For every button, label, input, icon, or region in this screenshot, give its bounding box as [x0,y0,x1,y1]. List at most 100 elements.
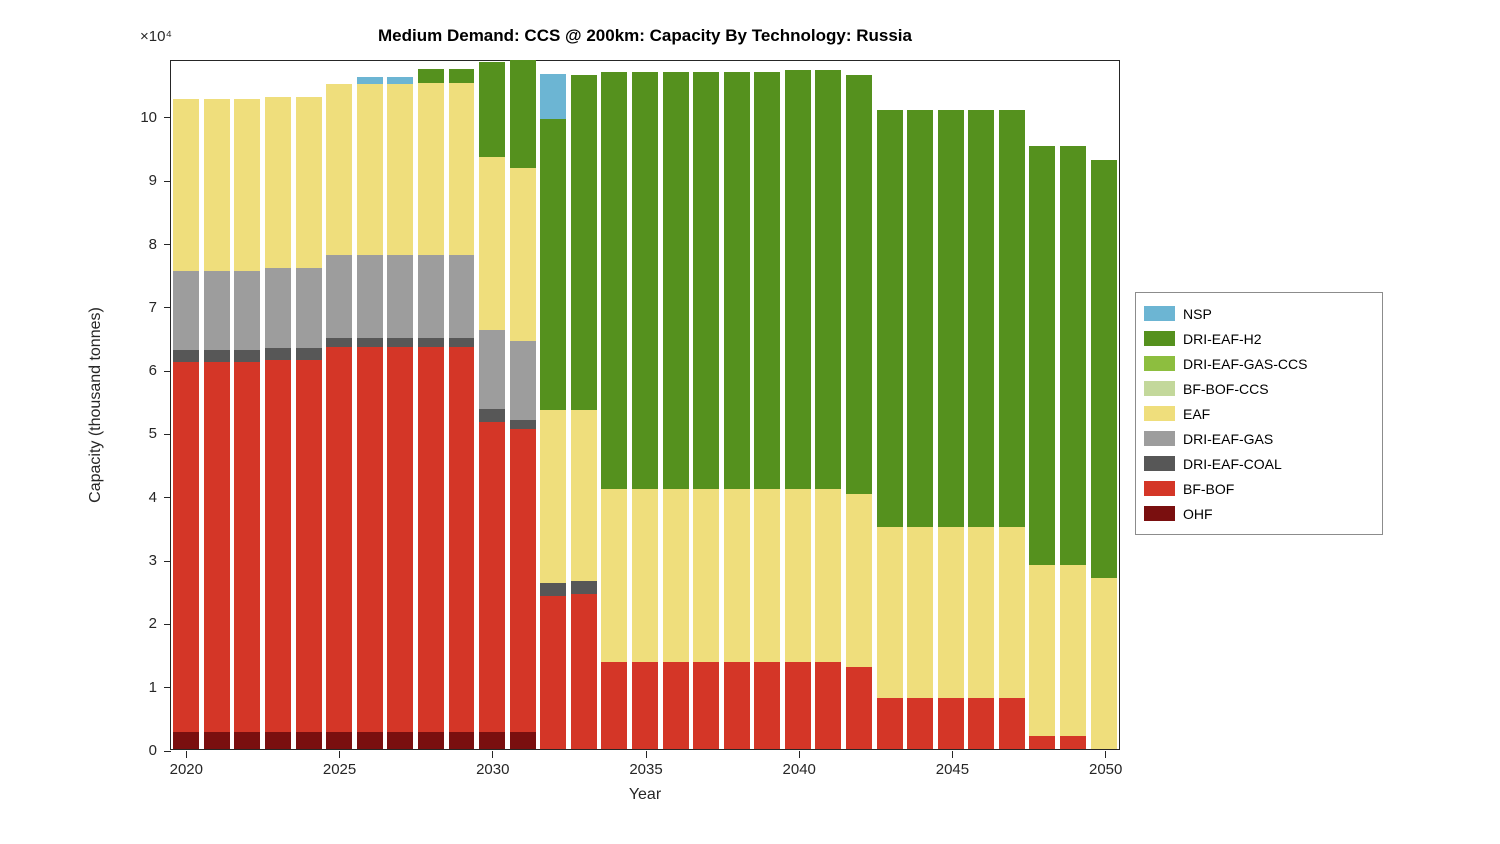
x-tick-label-2020: 2020 [169,761,203,778]
y-tick-mark [164,750,171,752]
bar-2023 [265,97,292,749]
segment-DRI-EAF-H2-2038 [723,71,750,490]
segment-EAF-2027 [387,84,414,256]
segment-BF-BOF-2030 [479,421,506,732]
bar-slot-2020 [171,61,202,749]
segment-BF-BOF-2047 [998,698,1025,749]
segment-BF-BOF-2048 [1029,736,1056,749]
x-tick-label-2040: 2040 [782,761,816,778]
bar-2037 [693,71,720,749]
segment-EAF-2029 [448,83,475,256]
legend-swatch-DRI-EAF-GAS-CCS [1144,356,1175,371]
legend-label-EAF: EAF [1183,405,1211,422]
segment-EAF-2044 [907,527,934,699]
segment-BF-BOF-2041 [815,661,842,749]
segment-DRI-EAF-GAS-2022 [234,271,261,351]
bar-2036 [662,71,689,749]
legend-label-DRI-EAF-GAS-CCS: DRI-EAF-GAS-CCS [1183,355,1308,372]
bar-slot-2029 [446,61,477,749]
bar-slot-2035 [630,61,661,749]
segment-DRI-EAF-H2-2044 [907,109,934,528]
bar-slot-2048 [1027,61,1058,749]
segment-DRI-EAF-COAL-2021 [203,350,230,362]
x-axis-label: Year [628,786,662,803]
segment-DRI-EAF-GAS-2023 [265,267,292,349]
bar-2031 [509,60,536,749]
segment-BF-BOF-2029 [448,347,475,732]
bar-2034 [601,71,628,749]
y-tick-mark [164,370,171,372]
x-tick-label-2045: 2045 [935,761,970,778]
y-tick-mark [164,687,171,689]
segment-DRI-EAF-COAL-2032 [540,583,567,596]
bar-2045 [937,109,964,749]
bar-2049 [1060,146,1087,749]
legend-entry-DRI-EAF-H2: DRI-EAF-H2 [1144,326,1370,351]
segment-BF-BOF-2038 [723,661,750,749]
segment-BF-BOF-2043 [876,698,903,749]
segment-OHF-2026 [356,731,383,749]
segment-BF-BOF-2049 [1060,736,1087,749]
segment-OHF-2024 [295,731,322,749]
bar-2033 [570,74,597,749]
y-tick-label-8: 8 [148,235,157,253]
bar-slot-2045 [935,61,966,749]
bar-2044 [907,109,934,749]
segment-EAF-2037 [693,489,720,662]
legend-swatch-NSP [1144,306,1175,321]
bar-2021 [203,98,230,749]
bar-slot-2022 [232,61,263,749]
y-tick-label-10: 10 [140,108,157,126]
segment-EAF-2021 [203,98,230,272]
bar-slot-2024 [293,61,324,749]
x-tick-label-2035: 2035 [629,761,663,778]
segment-BF-BOF-2023 [265,359,292,732]
segment-NSP-2026 [356,76,383,85]
y-tick-mark [164,433,171,435]
bar-slot-2044 [905,61,936,749]
segment-DRI-EAF-H2-2043 [876,109,903,528]
segment-DRI-EAF-H2-2034 [601,71,628,490]
segment-DRI-EAF-COAL-2025 [326,337,353,348]
segment-BF-BOF-2031 [509,429,536,732]
segment-OHF-2031 [509,731,536,749]
segment-DRI-EAF-GAS-2031 [509,340,536,420]
y-tick-label-5: 5 [148,425,157,443]
x-tick-mark [798,751,800,758]
segment-OHF-2028 [417,731,444,749]
segment-DRI-EAF-H2-2029 [448,69,475,84]
segment-DRI-EAF-COAL-2033 [570,581,597,594]
y-tick-mark [164,560,171,562]
segment-EAF-2034 [601,489,628,662]
segment-BF-BOF-2036 [662,661,689,749]
segment-DRI-EAF-COAL-2023 [265,348,292,360]
segment-DRI-EAF-H2-2050 [1090,160,1117,579]
segment-DRI-EAF-GAS-2029 [448,255,475,338]
segment-BF-BOF-2025 [326,347,353,732]
segment-EAF-2048 [1029,565,1056,737]
segment-EAF-2033 [570,410,597,582]
bar-slot-2023 [263,61,294,749]
legend-entry-DRI-EAF-GAS-CCS: DRI-EAF-GAS-CCS [1144,351,1370,376]
legend-swatch-DRI-EAF-COAL [1144,456,1175,471]
bar-2028 [417,69,444,749]
bar-slot-2037 [691,61,722,749]
segment-EAF-2026 [356,84,383,256]
x-tick-mark [951,751,953,758]
segment-EAF-2043 [876,527,903,699]
segment-DRI-EAF-COAL-2027 [387,337,414,348]
bar-slot-2034 [599,61,630,749]
bar-slot-2041 [813,61,844,749]
bar-2039 [754,71,781,749]
bar-slot-2025 [324,61,355,749]
segment-EAF-2040 [784,489,811,662]
bar-slot-2039 [752,61,783,749]
bar-slot-2021 [202,61,233,749]
segment-DRI-EAF-H2-2032 [540,119,567,411]
segment-EAF-2022 [234,98,261,272]
segment-EAF-2045 [937,527,964,699]
segment-DRI-EAF-H2-2049 [1060,146,1087,566]
segment-EAF-2036 [662,489,689,662]
x-tick-mark [492,751,494,758]
segment-OHF-2021 [203,731,230,749]
